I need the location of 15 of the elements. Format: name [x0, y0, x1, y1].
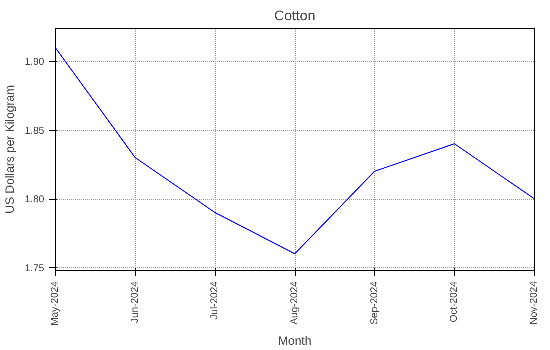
x-tick-label: Aug-2024 [290, 281, 300, 325]
x-tick-label: Jun-2024 [130, 281, 141, 324]
x-tick-label: Sep-2024 [369, 281, 380, 325]
y-tick-label: 1.75 [25, 263, 45, 274]
x-tick-label: May-2024 [50, 281, 61, 326]
chart-title: Cotton [274, 8, 316, 24]
line-series [56, 47, 534, 254]
y-tick-label: 1.85 [25, 126, 45, 137]
x-tick-label: Jul-2024 [210, 281, 221, 320]
y-axis-title: US Dollars per Kilogram [3, 85, 18, 214]
y-tick-label: 1.90 [25, 57, 45, 68]
x-tick-label: Nov-2024 [529, 281, 540, 325]
y-tick-label: 1.80 [25, 194, 45, 206]
x-tick-label: Oct-2024 [449, 281, 460, 323]
x-axis-title: Month [278, 334, 312, 348]
